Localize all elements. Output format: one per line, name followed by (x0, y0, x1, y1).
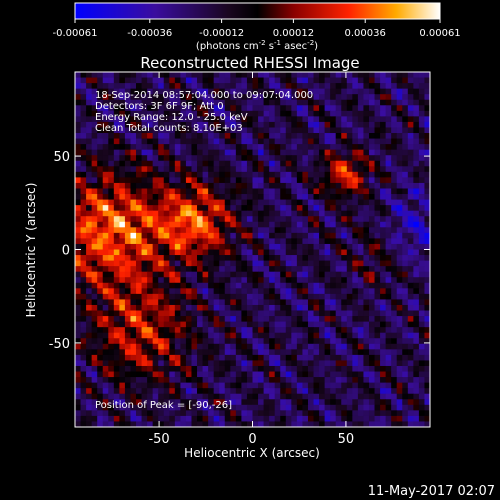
info-line: Detectors: 3F 6F 9F; Att 0 (95, 101, 224, 112)
colorbar-tick-label: -0.00036 (127, 28, 172, 39)
x-tick-label: -50 (148, 432, 169, 447)
info-line: 18-Sep-2014 08:57:04.000 to 09:07:04.000 (95, 90, 313, 101)
x-tick-label: 50 (338, 432, 355, 447)
colorbar-tick-label: -0.00061 (53, 28, 98, 39)
colorbar-tick-label: 0.00061 (419, 28, 460, 39)
x-tick-label: 0 (248, 432, 256, 447)
colorbar-tick-label: -0.00012 (199, 28, 244, 39)
axis-ticks: -50 0 50 50 0 -50 (49, 72, 430, 447)
colorbar-units: (photons cm-2 s-1 asec-2) (196, 39, 318, 52)
info-block: 18-Sep-2014 08:57:04.000 to 09:07:04.000… (95, 90, 313, 134)
y-tick-label: -50 (49, 337, 70, 352)
colorbar-tick-label: 0.00012 (273, 28, 314, 39)
x-axis-label: Heliocentric X (arcsec) (184, 446, 320, 460)
colorbar-ticks: -0.00061 -0.00036 -0.00012 0.00012 0.00036 0.… (53, 19, 461, 39)
info-line: Energy Range: 12.0 - 25.0 keV (95, 112, 248, 123)
y-tick-label: 50 (53, 150, 70, 165)
colorbar (75, 3, 440, 19)
y-tick-label: 0 (62, 244, 70, 259)
heatmap-image (75, 72, 431, 428)
chart-title: Reconstructed RHESSI Image (140, 54, 359, 72)
colorbar-tick-label: 0.00036 (345, 28, 386, 39)
info-line: Clean Total counts: 8.10E+03 (95, 123, 243, 134)
timestamp: 11-May-2017 02:07 (368, 484, 495, 499)
peak-position-label: Position of Peak = [-90,-26] (95, 400, 232, 411)
colorbar-frame (74, 2, 441, 20)
y-axis-label: Heliocentric Y (arcsec) (24, 183, 38, 318)
